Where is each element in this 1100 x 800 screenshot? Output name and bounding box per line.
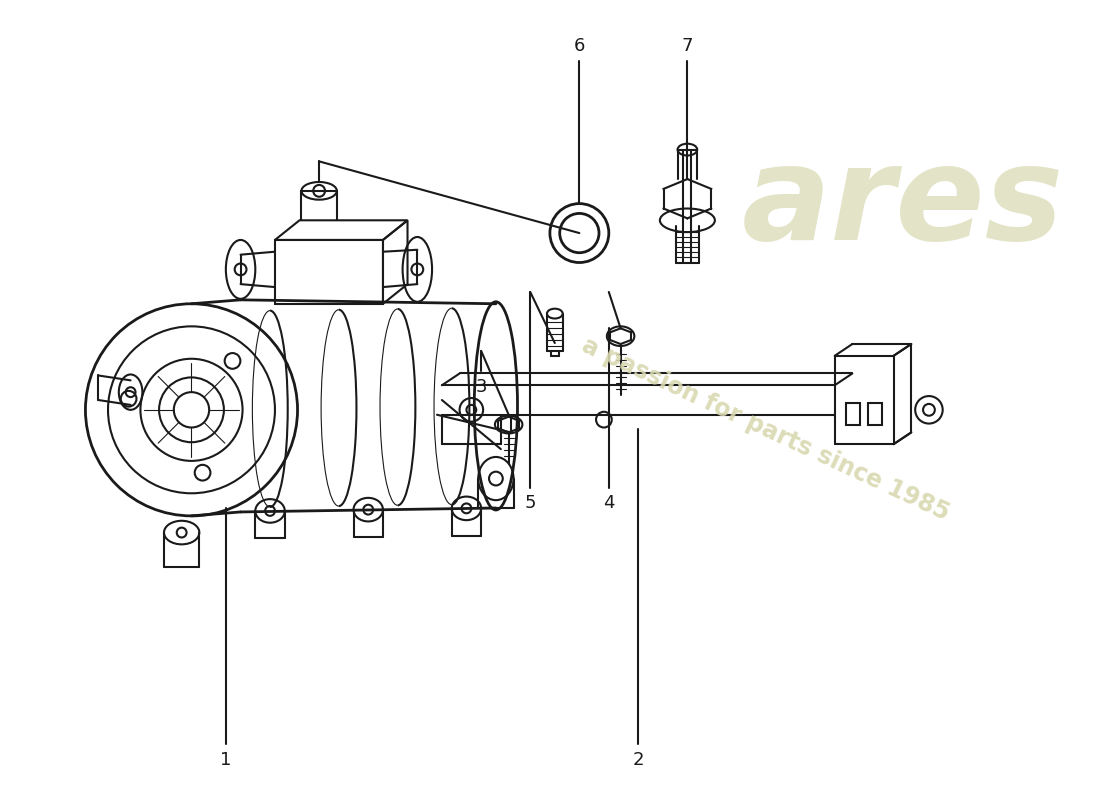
Text: 2: 2 (632, 751, 644, 770)
Text: a passion for parts since 1985: a passion for parts since 1985 (579, 334, 954, 526)
Text: ares: ares (742, 140, 1065, 267)
Text: 7: 7 (682, 38, 693, 55)
Text: 4: 4 (603, 494, 615, 512)
Text: 5: 5 (525, 494, 536, 512)
Text: 6: 6 (574, 38, 585, 55)
Text: 1: 1 (220, 751, 231, 770)
Text: 3: 3 (475, 378, 487, 396)
